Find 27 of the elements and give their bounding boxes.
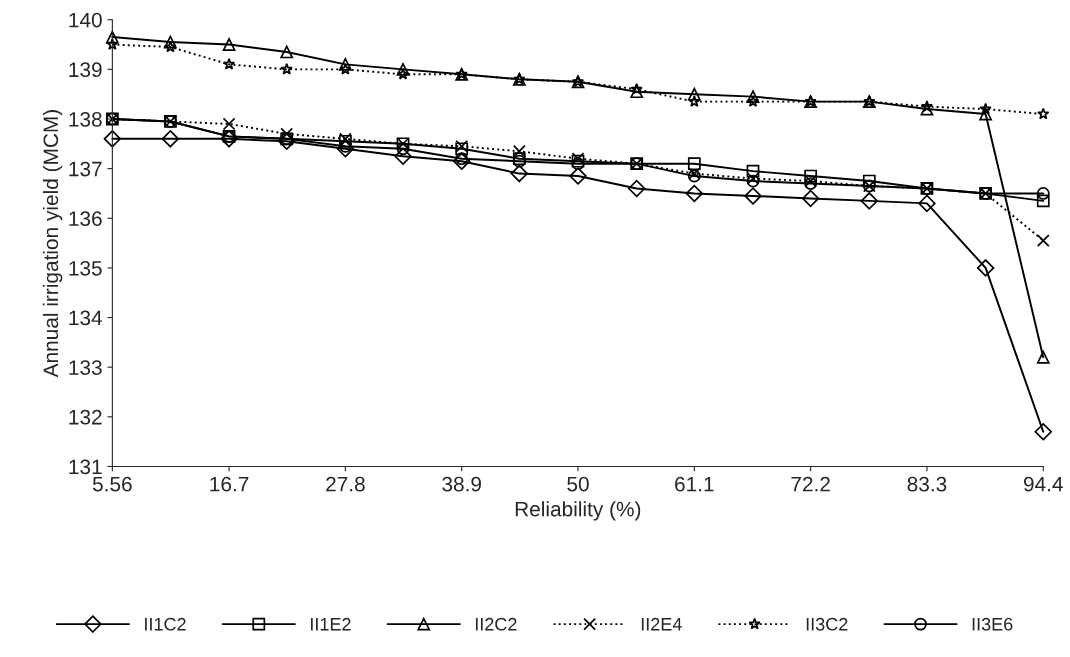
x-tick-label: 94.4	[1023, 476, 1063, 492]
legend-label: II2E4	[641, 617, 682, 631]
y-tick-label: 132	[69, 409, 102, 425]
legend-label: II3C2	[806, 617, 848, 631]
y-tick-label: 134	[69, 310, 103, 326]
x-tick-label: 50	[567, 476, 589, 492]
y-tick-label: 135	[69, 260, 102, 276]
y-tick-label: 136	[69, 211, 102, 227]
x-tick-label: 38.9	[442, 476, 481, 492]
y-tick-label: 140	[69, 12, 102, 28]
y-tick-label: 137	[69, 161, 102, 177]
legend-label: II2C2	[475, 617, 517, 631]
x-tick-label: 16.7	[210, 476, 249, 492]
x-tick-label: 61.1	[675, 476, 714, 492]
legend-label: II3E6	[972, 617, 1013, 631]
legend-label: II1E2	[311, 617, 351, 631]
x-tick-label: 27.8	[326, 476, 365, 492]
x-tick-label: 83.3	[907, 476, 947, 492]
x-axis-title: Reliability (%)	[515, 501, 641, 521]
legend-label: II1C2	[145, 617, 186, 631]
y-tick-label: 138	[69, 111, 102, 127]
x-tick-label: 5.56	[92, 476, 132, 492]
y-tick-label: 131	[69, 459, 102, 475]
y-axis-title: Annual irrigation yield (MCM)	[42, 110, 63, 378]
y-tick-label: 133	[69, 360, 102, 375]
x-tick-label: 72.2	[791, 476, 830, 492]
y-tick-label: 139	[69, 62, 102, 78]
